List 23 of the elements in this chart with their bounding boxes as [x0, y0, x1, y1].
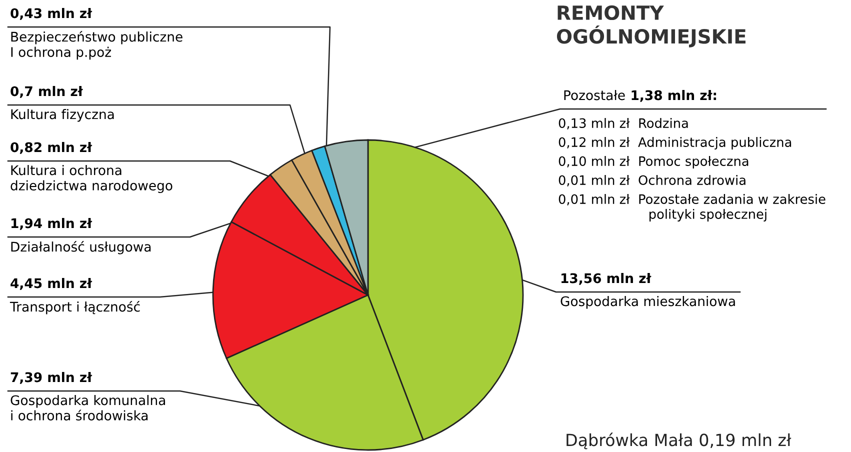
- data-label: 7,39 mln zł: [10, 372, 92, 384]
- slice-label: Kultura fizyczna: [11, 109, 114, 122]
- data-label: 0,7 mln zł: [10, 86, 84, 98]
- text: 0,01 mln zł Ochrona zdrowia: [558, 175, 746, 186]
- text: 0,01 mln zł Pozostałe zadania w zakresie polityki społecznej: [558, 194, 826, 222]
- slice-label: Pozostałe: [564, 90, 625, 100]
- text: 0,13 mln zł Rodzina: [558, 118, 688, 130]
- slice-label: Działalność usługowa: [11, 241, 151, 254]
- chart-title: REMONTY OGÓLNOMIEJSKIE: [556, 5, 746, 48]
- data-label: 4,45 mln zł: [10, 278, 92, 290]
- text: Dąbrówka Mała 0,19 mln zł: [566, 432, 792, 450]
- data-label: 0,43 mln zł: [10, 8, 92, 20]
- text: 0,12 mln zł Administracja publiczna: [558, 137, 792, 150]
- data-label: 1,94 mln zł: [11, 218, 92, 230]
- data-label: 13,56 mln zł: [561, 272, 652, 285]
- text: 0,10 mln zł Pomoc społeczna: [558, 156, 748, 168]
- slice-label: Transport i łączność: [10, 301, 140, 314]
- data-label: 0,82 mln zł: [10, 142, 92, 154]
- data-label: 1,38 mln zł:: [632, 90, 716, 102]
- slice-label: Kultura i ochrona dziedzictwa narodowego: [10, 165, 172, 194]
- slice-label: Bezpieczeństwo publiczne I ochrona p.poż: [11, 31, 182, 60]
- slice-label: Gospodarka mieszkaniowa: [560, 296, 735, 309]
- slice-label: Gospodarka komunalna i ochrona środowiska: [10, 395, 166, 420]
